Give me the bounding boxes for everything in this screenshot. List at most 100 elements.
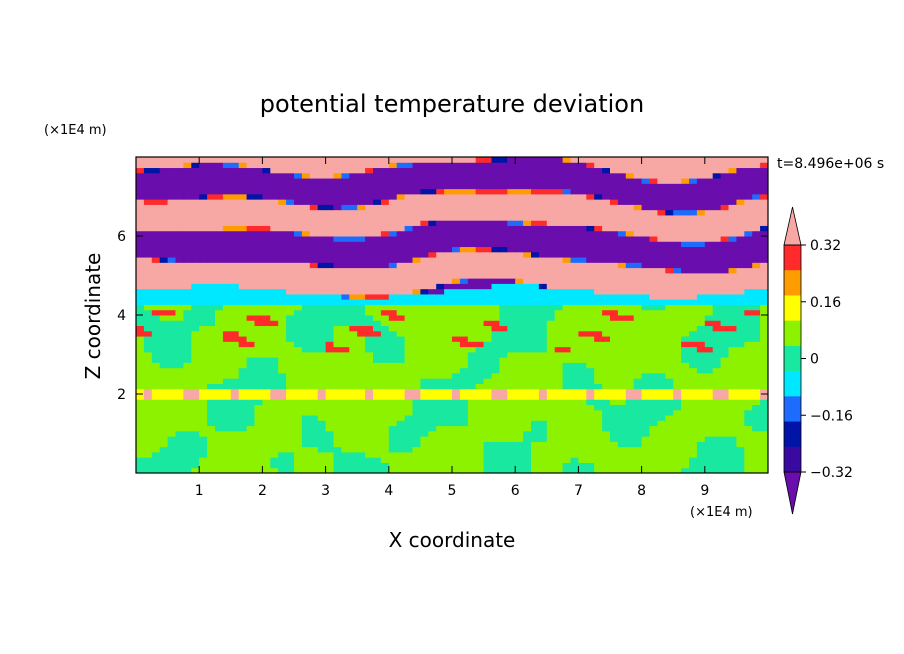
contour-cell bbox=[341, 457, 350, 463]
contour-cell bbox=[301, 409, 311, 416]
contour-cell bbox=[191, 288, 200, 295]
contour-cell bbox=[175, 399, 184, 406]
contour-cell bbox=[602, 288, 611, 295]
contour-cell bbox=[207, 172, 216, 179]
contour-cell bbox=[736, 262, 745, 269]
contour-cell bbox=[610, 430, 619, 437]
contour-cell bbox=[341, 167, 350, 174]
contour-cell bbox=[491, 246, 500, 253]
contour-cell bbox=[396, 378, 406, 384]
contour-cell bbox=[436, 272, 445, 279]
contour-cell bbox=[349, 278, 358, 284]
contour-cell bbox=[238, 457, 248, 463]
contour-cell bbox=[388, 430, 398, 437]
contour-cell bbox=[570, 351, 579, 358]
contour-cell bbox=[357, 293, 366, 300]
contour-cell bbox=[207, 220, 216, 226]
contour-cell bbox=[428, 436, 437, 442]
contour-cell bbox=[546, 204, 556, 211]
contour-cell bbox=[143, 446, 153, 453]
contour-cell bbox=[554, 257, 564, 263]
contour-cell bbox=[752, 278, 761, 284]
contour-cell bbox=[136, 241, 145, 248]
contour-cell bbox=[436, 420, 445, 427]
contour-cell bbox=[246, 251, 255, 258]
contour-cell bbox=[199, 451, 208, 458]
contour-cell bbox=[396, 283, 406, 290]
contour-cell bbox=[531, 378, 540, 384]
contour-cell bbox=[499, 320, 508, 327]
contour-cell bbox=[467, 283, 477, 290]
contour-cell bbox=[380, 251, 390, 258]
contour-cell bbox=[696, 278, 706, 284]
contour-cell bbox=[515, 272, 524, 279]
contour-cell bbox=[254, 272, 263, 279]
contour-cell bbox=[744, 278, 753, 284]
contour-cell bbox=[641, 272, 650, 279]
contour-cell bbox=[594, 220, 603, 226]
contour-cell bbox=[594, 167, 603, 174]
contour-cell bbox=[301, 272, 311, 279]
contour-cell bbox=[665, 457, 674, 463]
contour-cell bbox=[728, 167, 737, 174]
contour-cell bbox=[625, 230, 635, 237]
contour-cell bbox=[412, 188, 421, 195]
contour-cell bbox=[309, 257, 319, 263]
contour-cell bbox=[475, 436, 485, 442]
contour-cell bbox=[475, 288, 485, 295]
contour-cell bbox=[373, 336, 382, 342]
contour-cell bbox=[215, 467, 224, 473]
contour-cell bbox=[752, 425, 761, 432]
contour-cell bbox=[712, 204, 722, 211]
contour-cell bbox=[246, 315, 255, 321]
contour-cell bbox=[475, 178, 485, 184]
contour-cell bbox=[736, 162, 745, 169]
contour-cell bbox=[373, 225, 382, 232]
contour-cell bbox=[191, 278, 200, 284]
contour-cell bbox=[507, 457, 516, 463]
contour-cell bbox=[483, 336, 492, 342]
contour-cell bbox=[341, 404, 350, 411]
contour-cell bbox=[159, 267, 169, 274]
contour-cell bbox=[467, 415, 477, 421]
contour-cell bbox=[444, 430, 453, 437]
contour-cell bbox=[689, 304, 698, 311]
contour-cell bbox=[254, 178, 263, 184]
contour-cell bbox=[294, 372, 303, 379]
contour-cell bbox=[499, 457, 508, 463]
contour-cell bbox=[696, 351, 706, 358]
contour-cell bbox=[246, 409, 255, 416]
contour-cell bbox=[167, 430, 176, 437]
contour-cell bbox=[507, 383, 516, 390]
contour-cell bbox=[475, 425, 485, 432]
contour-cell bbox=[222, 362, 232, 369]
contour-cell bbox=[452, 404, 461, 411]
contour-cell bbox=[222, 315, 232, 321]
contour-cell bbox=[230, 341, 240, 348]
contour-cell bbox=[483, 214, 492, 221]
contour-cell bbox=[696, 336, 706, 342]
contour-cell bbox=[286, 257, 295, 263]
contour-cell bbox=[207, 315, 216, 321]
contour-cell bbox=[294, 183, 303, 190]
contour-cell bbox=[444, 251, 453, 258]
contour-cell bbox=[586, 257, 595, 263]
contour-cell bbox=[254, 409, 263, 416]
contour-cell bbox=[752, 315, 761, 321]
contour-cell bbox=[159, 336, 169, 342]
contour-cell bbox=[641, 309, 650, 316]
contour-cell bbox=[341, 293, 350, 300]
contour-cell bbox=[546, 367, 556, 374]
contour-cell bbox=[333, 157, 342, 163]
contour-cell bbox=[689, 299, 698, 305]
contour-cell bbox=[286, 272, 295, 279]
contour-cell bbox=[262, 457, 271, 463]
contour-cell bbox=[365, 167, 374, 174]
contour-cell bbox=[159, 262, 169, 269]
contour-cell bbox=[459, 372, 469, 379]
contour-cell bbox=[317, 262, 327, 269]
contour-cell bbox=[199, 425, 208, 432]
contour-cell bbox=[373, 315, 382, 321]
contour-cell bbox=[491, 336, 500, 342]
